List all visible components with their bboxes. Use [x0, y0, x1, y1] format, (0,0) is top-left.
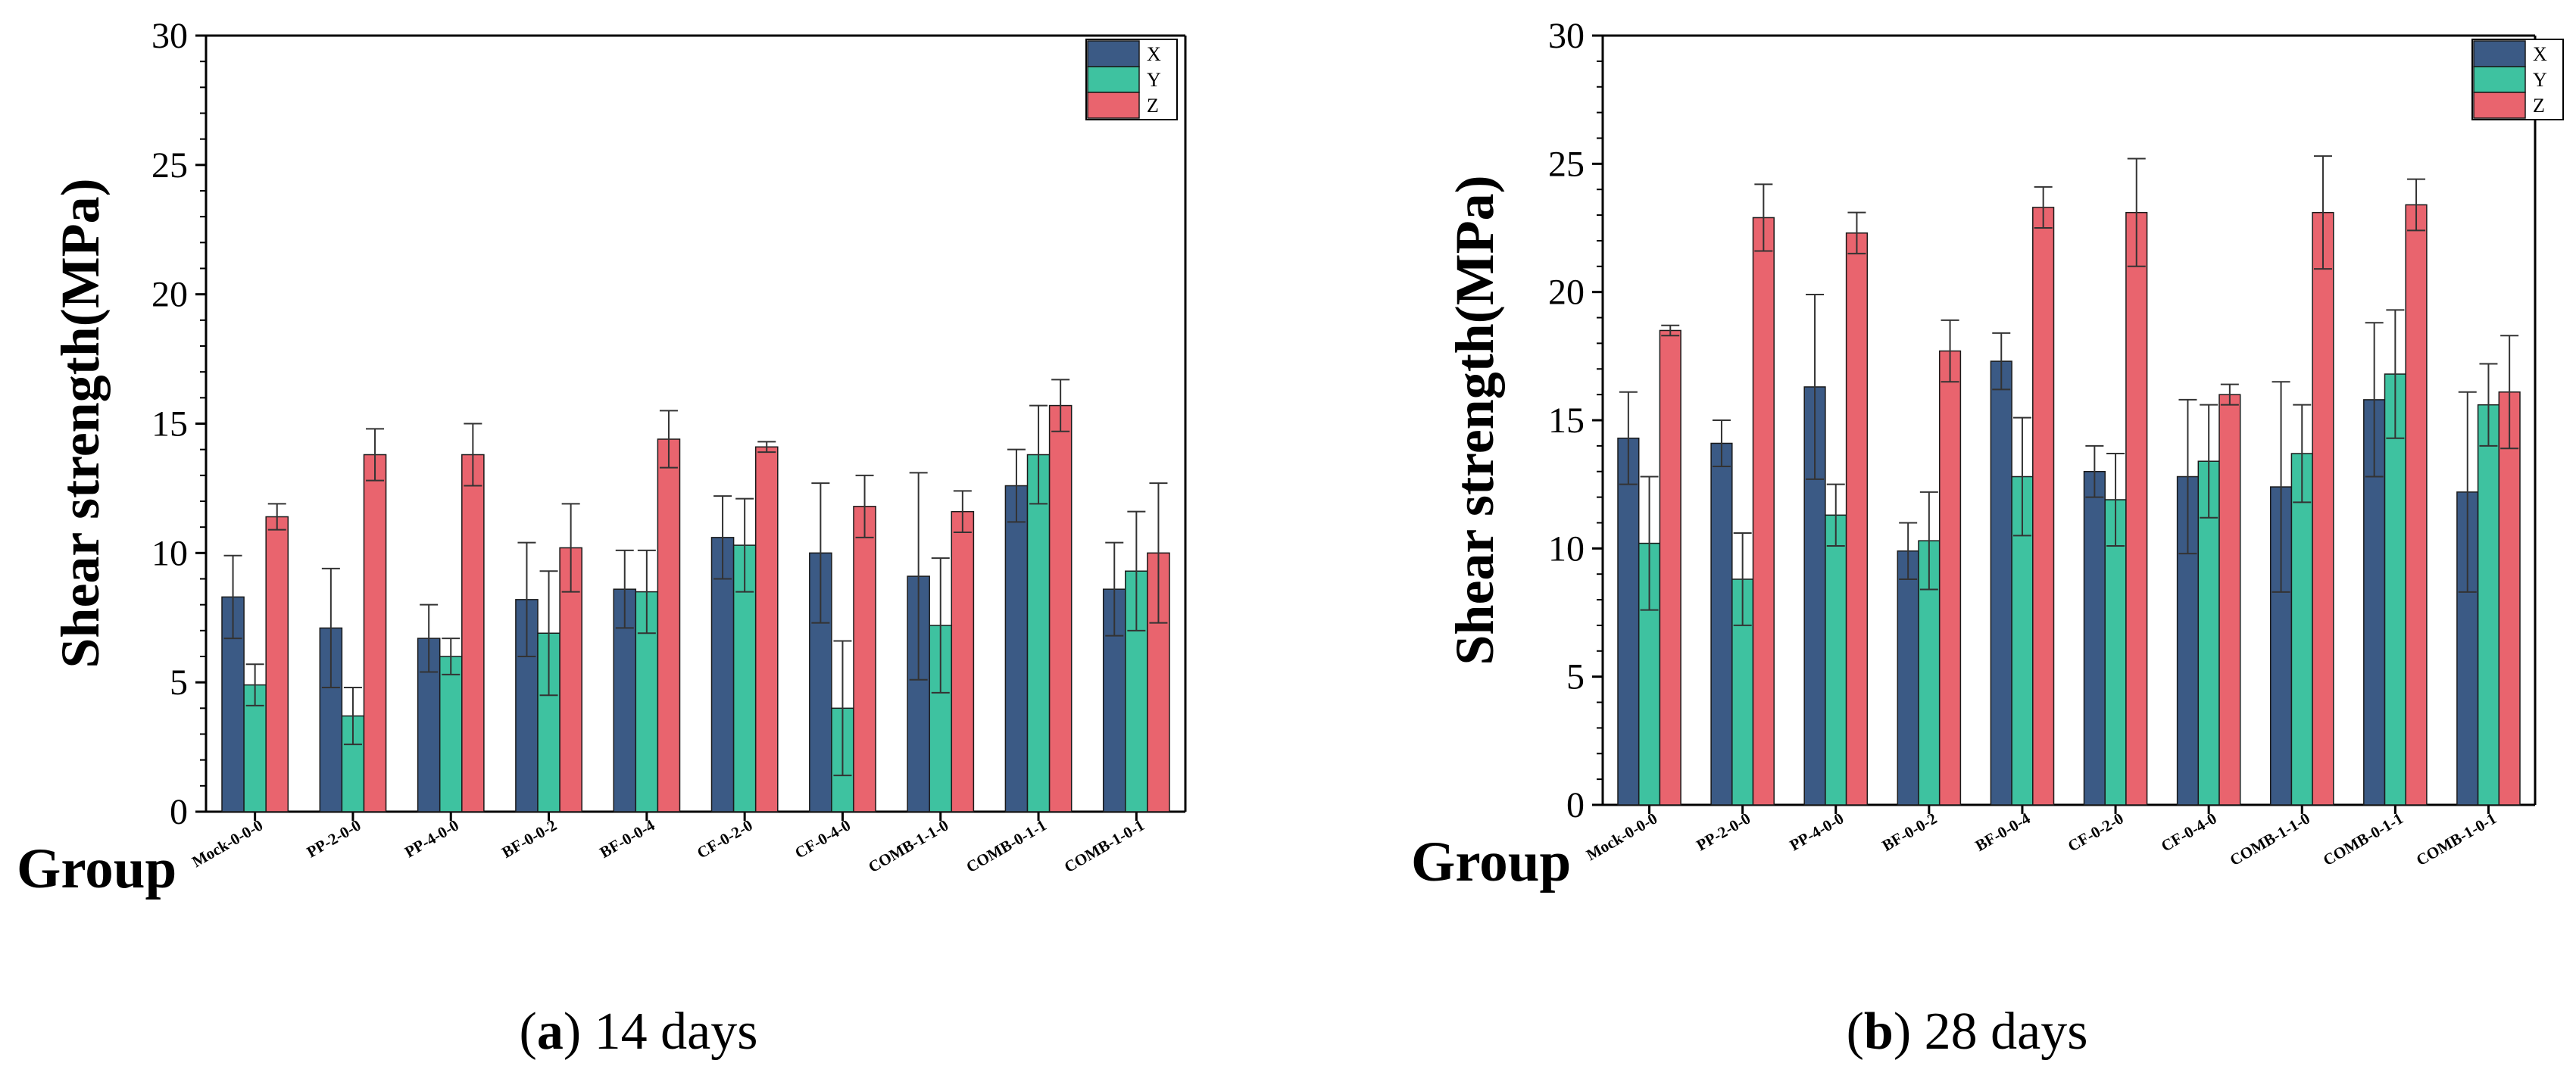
bar-Y-COMB-0-1-1	[2384, 373, 2406, 806]
x-tick-label: BF-0-0-4	[597, 815, 658, 862]
legend-label-X: X	[1147, 43, 1161, 65]
x-tick-label: COMB-0-1-1	[2320, 809, 2406, 870]
legend-swatch-X	[1087, 40, 1140, 67]
legend: XYZ	[2471, 39, 2564, 120]
bar-Y-COMB-1-1-0	[2290, 453, 2313, 806]
bar-Z-PP-4-0-0	[461, 454, 485, 812]
legend-swatch-Y	[1087, 66, 1140, 93]
x-axis-label: Group	[17, 837, 176, 900]
bar-Z-COMB-0-1-1	[2405, 204, 2428, 806]
x-tick-label: COMB-1-1-0	[2227, 809, 2313, 870]
bar-Z-COMB-1-1-0	[2312, 211, 2334, 806]
y-tick-label: 15	[1548, 401, 1585, 441]
bar-Z-Mock-0-0-0	[265, 516, 289, 812]
bar-Z-PP-2-0-0	[363, 454, 387, 812]
bar-Z-PP-4-0-0	[1845, 232, 1869, 806]
legend: XYZ	[1085, 39, 1178, 120]
chart-panel-a: 0 5 10 15 20 25 30 Shear strength(MPa) Group Mock…	[17, 16, 1187, 900]
y-tick-label: 25	[151, 145, 188, 186]
y-tick-label: 5	[170, 663, 188, 703]
bar-Z-BF-0-0-2	[1938, 350, 1962, 806]
caption-b-text: 28 days	[1911, 1002, 2087, 1061]
bar-X-COMB-0-1-1	[1004, 485, 1029, 812]
bar-X-Mock-0-0-0	[1617, 437, 1640, 806]
bar-Z-PP-2-0-0	[1752, 217, 1775, 806]
y-tick-label: 25	[1548, 144, 1585, 184]
y-tick-label: 30	[1548, 16, 1585, 56]
bar-Y-COMB-1-0-1	[2477, 404, 2500, 806]
x-tick-label: PP-4-0-0	[401, 816, 462, 862]
legend-label-Z: Z	[2533, 95, 2545, 117]
bar-X-CF-0-2-0	[710, 537, 735, 812]
x-tick-label: Mock-0-0-0	[1583, 809, 1660, 865]
bar-X-CF-0-2-0	[2083, 470, 2106, 806]
y-tick-label: 10	[151, 533, 188, 573]
legend-swatch-X	[2473, 40, 2526, 67]
y-tick-label: 0	[1566, 785, 1585, 825]
bar-Y-PP-4-0-0	[439, 656, 463, 812]
x-tick-label: Mock-0-0-0	[189, 816, 266, 872]
y-tick-label: 0	[170, 792, 188, 832]
legend-swatch-Z	[1087, 92, 1140, 119]
x-tick-label: PP-2-0-0	[304, 816, 364, 862]
x-tick-label: CF-0-2-0	[694, 816, 756, 862]
chart-panel-b: 0 5 10 15 20 25 30 Shear strength(MPa) Group Mock…	[1411, 16, 2564, 893]
x-tick-label: PP-4-0-0	[1787, 809, 1847, 855]
legend-swatch-Y	[2473, 66, 2526, 93]
x-tick-label: CF-0-2-0	[2065, 809, 2127, 856]
y-tick-label: 20	[1548, 273, 1585, 313]
x-axis-label: Group	[1411, 831, 1571, 893]
caption-b: (b) 28 days	[1847, 1002, 2088, 1061]
x-tick-label: BF-0-0-4	[1972, 809, 2034, 855]
x-tick-label: COMB-0-1-1	[963, 816, 1050, 877]
x-tick-label: CF-0-4-0	[792, 816, 854, 862]
bar-Z-COMB-1-1-0	[951, 510, 975, 812]
x-tick-label: PP-2-0-0	[1693, 809, 1753, 855]
bar-Z-BF-0-0-4	[657, 438, 681, 812]
bar-Z-CF-0-2-0	[2125, 211, 2148, 806]
bar-Y-PP-4-0-0	[1825, 514, 1847, 806]
bar-Z-Mock-0-0-0	[1659, 329, 1681, 806]
legend-label-Z: Z	[1147, 95, 1159, 117]
legend-label-X: X	[2533, 43, 2547, 65]
caption-a: (a) 14 days	[520, 1002, 758, 1061]
y-tick-label: 30	[151, 16, 188, 56]
x-tick-label: COMB-1-0-1	[1061, 816, 1147, 877]
bar-Y-COMB-0-1-1	[1026, 454, 1051, 812]
x-tick-label: BF-0-0-2	[498, 816, 560, 862]
caption-b-letter: b	[1864, 1002, 1894, 1061]
bar-Z-CF-0-2-0	[754, 446, 779, 812]
bar-Z-COMB-0-1-1	[1048, 404, 1073, 812]
y-tick-label: 15	[151, 404, 188, 444]
bar-Z-CF-0-4-0	[2218, 394, 2241, 806]
y-tick-label: 5	[1566, 657, 1585, 697]
caption-a-letter: a	[537, 1002, 564, 1061]
legend-label-Y: Y	[1147, 69, 1161, 91]
bar-X-PP-2-0-0	[1710, 442, 1733, 806]
bar-Z-COMB-1-0-1	[2498, 391, 2521, 806]
y-axis-label: Shear strength(MPa)	[1444, 175, 1505, 665]
legend-swatch-Z	[2473, 92, 2526, 119]
y-tick-label: 10	[1548, 529, 1585, 569]
bar-X-BF-0-0-4	[1990, 360, 2012, 806]
x-tick-label: CF-0-4-0	[2158, 809, 2220, 856]
x-tick-label: COMB-1-1-0	[865, 816, 951, 877]
y-tick-label: 20	[151, 275, 188, 315]
bar-Z-CF-0-4-0	[853, 506, 876, 812]
bar-X-BF-0-0-2	[1897, 550, 1919, 806]
caption-a-text: 14 days	[581, 1002, 757, 1061]
x-tick-label: BF-0-0-2	[1879, 809, 1941, 855]
bar-Z-BF-0-0-4	[2032, 207, 2055, 806]
y-axis-label: Shear strength(MPa)	[50, 178, 111, 668]
x-tick-label: COMB-1-0-1	[2413, 809, 2500, 870]
legend-label-Y: Y	[2533, 69, 2547, 91]
